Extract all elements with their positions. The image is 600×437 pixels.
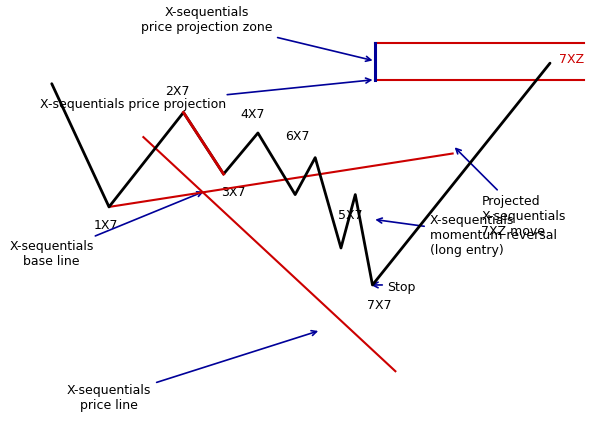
Text: 2X7: 2X7 [166,85,190,98]
Text: 6X7: 6X7 [285,130,310,143]
Text: X-sequentials
price line: X-sequentials price line [67,331,317,412]
Text: X-sequentials price projection: X-sequentials price projection [40,78,371,111]
Text: 3X7: 3X7 [221,186,245,199]
Text: Projected
X-sequentials
7XZ move: Projected X-sequentials 7XZ move [456,149,566,238]
Text: 1X7: 1X7 [94,219,118,232]
Text: 7X7: 7X7 [367,299,391,312]
Text: Stop: Stop [387,281,415,294]
Text: 7XZ: 7XZ [559,52,584,66]
Text: X-sequentials
price projection zone: X-sequentials price projection zone [140,7,371,61]
Text: 5X7: 5X7 [338,209,363,222]
Text: 4X7: 4X7 [240,108,265,121]
Text: X-sequentials
base line: X-sequentials base line [10,192,202,268]
Text: X-sequentials
momentum reversal
(long entry): X-sequentials momentum reversal (long en… [377,214,557,257]
